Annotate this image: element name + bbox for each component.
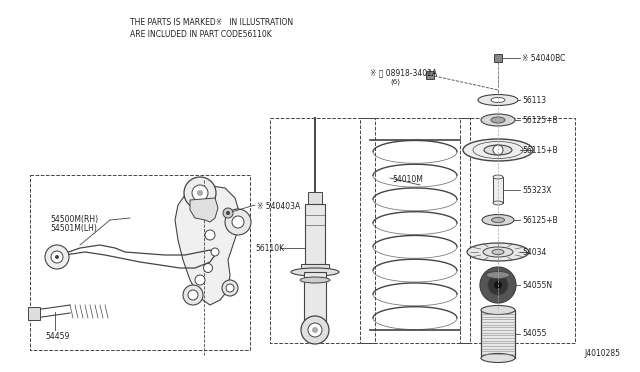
Bar <box>481 310 515 358</box>
Text: (6): (6) <box>390 78 400 84</box>
Text: ※ 54040BC: ※ 54040BC <box>522 54 565 62</box>
Circle shape <box>225 209 251 235</box>
Text: J4010285: J4010285 <box>584 349 620 358</box>
Ellipse shape <box>493 201 503 205</box>
Circle shape <box>226 211 230 215</box>
Circle shape <box>192 185 208 201</box>
Circle shape <box>223 208 233 218</box>
Circle shape <box>211 248 219 256</box>
Ellipse shape <box>491 97 505 103</box>
Ellipse shape <box>486 272 510 279</box>
Text: 56125+B: 56125+B <box>522 115 557 125</box>
Circle shape <box>222 280 238 296</box>
Bar <box>301 264 329 272</box>
Circle shape <box>232 216 244 228</box>
Ellipse shape <box>492 250 504 254</box>
Circle shape <box>226 284 234 292</box>
Bar <box>304 272 326 322</box>
Bar <box>28 307 40 320</box>
Text: ※ Ⓝ 08918-3402A: ※ Ⓝ 08918-3402A <box>370 68 437 77</box>
Ellipse shape <box>484 145 512 155</box>
Text: 56113: 56113 <box>522 96 546 105</box>
Ellipse shape <box>467 243 529 261</box>
Polygon shape <box>175 185 240 305</box>
Circle shape <box>184 177 216 209</box>
Circle shape <box>312 327 318 333</box>
Text: 55323X: 55323X <box>522 186 552 195</box>
Text: 54034: 54034 <box>522 247 547 257</box>
Ellipse shape <box>300 277 330 283</box>
Ellipse shape <box>491 117 505 123</box>
Ellipse shape <box>481 305 515 314</box>
Circle shape <box>301 316 329 344</box>
Bar <box>308 192 322 204</box>
Circle shape <box>51 251 63 263</box>
Text: 56115+B: 56115+B <box>522 145 557 154</box>
Ellipse shape <box>493 175 503 179</box>
Text: THE PARTS IS MARKED※   IN ILLUSTRATION: THE PARTS IS MARKED※ IN ILLUSTRATION <box>130 18 293 27</box>
Bar <box>360 118 470 343</box>
Circle shape <box>205 230 215 240</box>
Circle shape <box>204 263 212 273</box>
Ellipse shape <box>482 215 514 225</box>
Circle shape <box>308 323 322 337</box>
Circle shape <box>55 255 59 259</box>
Text: 54459: 54459 <box>45 332 69 341</box>
Text: 56110K: 56110K <box>255 244 284 253</box>
Text: 56125+B: 56125+B <box>522 215 557 224</box>
Text: 54500M(RH): 54500M(RH) <box>50 215 98 224</box>
Bar <box>270 118 375 343</box>
Bar <box>305 204 325 264</box>
Text: 54055N: 54055N <box>522 280 552 289</box>
Circle shape <box>188 290 198 300</box>
Text: 54010M: 54010M <box>392 175 423 184</box>
Circle shape <box>488 275 508 295</box>
Ellipse shape <box>463 139 533 161</box>
Ellipse shape <box>483 247 513 257</box>
Circle shape <box>183 285 203 305</box>
Circle shape <box>480 267 516 303</box>
Polygon shape <box>190 198 218 222</box>
Bar <box>426 71 434 79</box>
Bar <box>494 54 502 62</box>
Bar <box>30 175 250 350</box>
Ellipse shape <box>492 218 504 222</box>
Ellipse shape <box>478 94 518 106</box>
Circle shape <box>195 275 205 285</box>
Text: ※ 540403A: ※ 540403A <box>257 202 300 211</box>
Circle shape <box>493 145 503 155</box>
Circle shape <box>494 281 502 289</box>
Circle shape <box>45 245 69 269</box>
Circle shape <box>197 190 203 196</box>
Text: 54501M(LH): 54501M(LH) <box>50 224 97 233</box>
Text: ARE INCLUDED IN PART CODE56110K: ARE INCLUDED IN PART CODE56110K <box>130 30 272 39</box>
Ellipse shape <box>481 353 515 362</box>
Text: 54055: 54055 <box>522 330 547 339</box>
Bar <box>460 118 575 343</box>
Ellipse shape <box>291 268 339 276</box>
Ellipse shape <box>481 114 515 126</box>
Bar <box>493 177 503 203</box>
